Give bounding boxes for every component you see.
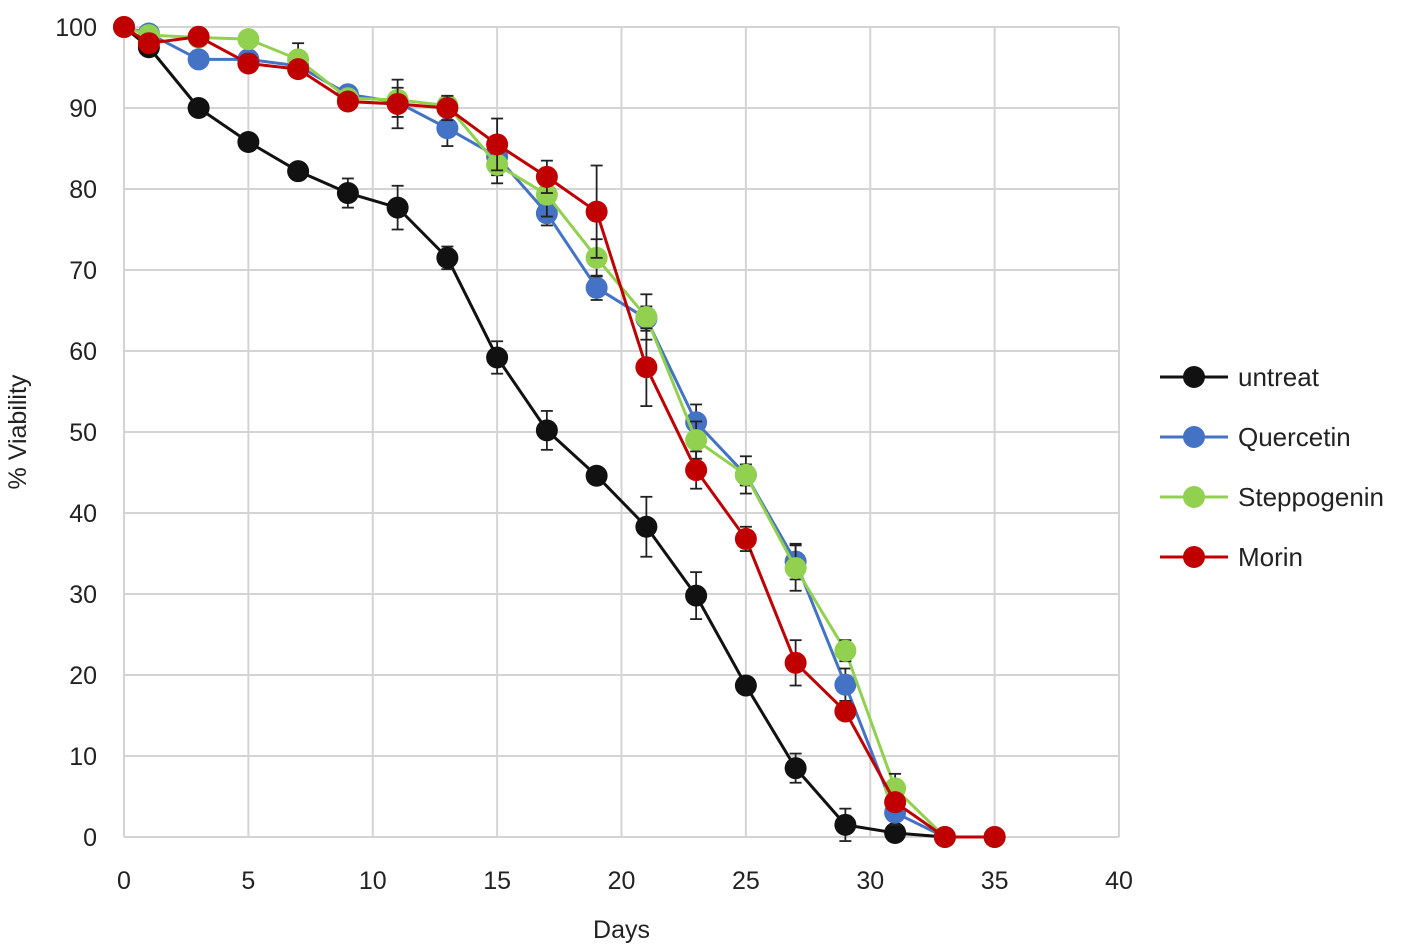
x-tick-label: 5 <box>241 867 255 895</box>
legend-item-quercetin: Quercetin <box>1160 422 1351 452</box>
y-tick-label: 0 <box>83 824 97 852</box>
data-point <box>237 52 260 75</box>
data-point <box>933 826 956 848</box>
y-tick-label: 50 <box>69 419 97 447</box>
legend-item-untreat: untreat <box>1160 362 1320 392</box>
legend-marker <box>1183 426 1205 448</box>
data-point <box>834 673 857 696</box>
y-tick-label: 80 <box>69 176 97 204</box>
data-point <box>187 97 210 119</box>
data-point <box>386 196 409 219</box>
data-point <box>585 200 608 223</box>
x-axis-title: Days <box>593 916 650 944</box>
y-tick-label: 40 <box>69 500 97 528</box>
data-point <box>237 28 260 51</box>
data-point <box>386 92 409 115</box>
data-point <box>834 700 857 723</box>
y-tick-label: 30 <box>69 581 97 609</box>
legend-item-morin: Morin <box>1160 542 1303 572</box>
data-point <box>486 133 509 156</box>
data-point <box>535 183 558 206</box>
data-point <box>336 90 359 113</box>
data-point <box>983 826 1006 848</box>
data-point <box>336 182 359 205</box>
data-point <box>685 584 708 607</box>
data-point <box>834 639 857 662</box>
series-group <box>113 16 1006 848</box>
legend-label: Quercetin <box>1238 422 1351 452</box>
legend-marker <box>1183 486 1205 508</box>
data-point <box>486 346 509 369</box>
data-point <box>287 160 310 183</box>
data-point <box>834 813 857 836</box>
data-point <box>784 557 807 580</box>
x-tick-label: 40 <box>1105 867 1133 895</box>
y-tick-label: 90 <box>69 95 97 123</box>
data-point <box>187 25 210 48</box>
data-point <box>734 674 757 697</box>
data-point <box>635 356 658 379</box>
legend-marker <box>1183 546 1205 568</box>
data-point <box>287 58 310 81</box>
legend-label: untreat <box>1238 362 1320 392</box>
data-point <box>436 246 459 269</box>
data-point <box>585 276 608 299</box>
y-tick-labels: 0 10 20 30 40 50 60 70 80 90 100 <box>55 14 97 852</box>
data-point <box>635 515 658 538</box>
x-tick-label: 20 <box>608 867 636 895</box>
y-tick-label: 70 <box>69 257 97 285</box>
legend-label: Morin <box>1238 542 1303 572</box>
data-point <box>884 791 907 814</box>
legend: untreat Quercetin Steppogenin Morin <box>1160 362 1384 572</box>
data-point <box>884 821 907 844</box>
data-point <box>784 651 807 674</box>
data-point <box>685 459 708 482</box>
x-tick-label: 15 <box>483 867 511 895</box>
data-point <box>137 32 160 55</box>
x-tick-label: 10 <box>359 867 387 895</box>
data-point <box>734 527 757 550</box>
data-point <box>436 117 459 140</box>
y-tick-label: 20 <box>69 662 97 690</box>
legend-item-steppogenin: Steppogenin <box>1160 482 1384 512</box>
data-point <box>113 16 135 38</box>
legend-label: Steppogenin <box>1238 482 1384 512</box>
y-tick-label: 60 <box>69 338 97 366</box>
data-point <box>585 464 608 487</box>
x-tick-labels: 0 5 10 15 20 25 30 35 40 <box>117 867 1133 895</box>
legend-marker <box>1183 366 1205 388</box>
grid <box>123 26 1120 838</box>
data-point <box>784 757 807 780</box>
data-point <box>535 419 558 442</box>
x-tick-label: 30 <box>856 867 884 895</box>
y-axis-title: % Viability <box>4 374 32 489</box>
x-tick-label: 35 <box>981 867 1009 895</box>
data-point <box>237 131 260 154</box>
data-point <box>685 429 708 452</box>
data-point <box>436 97 459 119</box>
data-point <box>734 463 757 486</box>
y-tick-label: 10 <box>69 743 97 771</box>
x-tick-label: 25 <box>732 867 760 895</box>
data-point <box>535 165 558 188</box>
x-tick-label: 0 <box>117 867 131 895</box>
y-tick-label: 100 <box>55 14 97 42</box>
data-point <box>187 48 210 71</box>
data-point <box>635 305 658 328</box>
series-morin <box>113 16 1006 848</box>
